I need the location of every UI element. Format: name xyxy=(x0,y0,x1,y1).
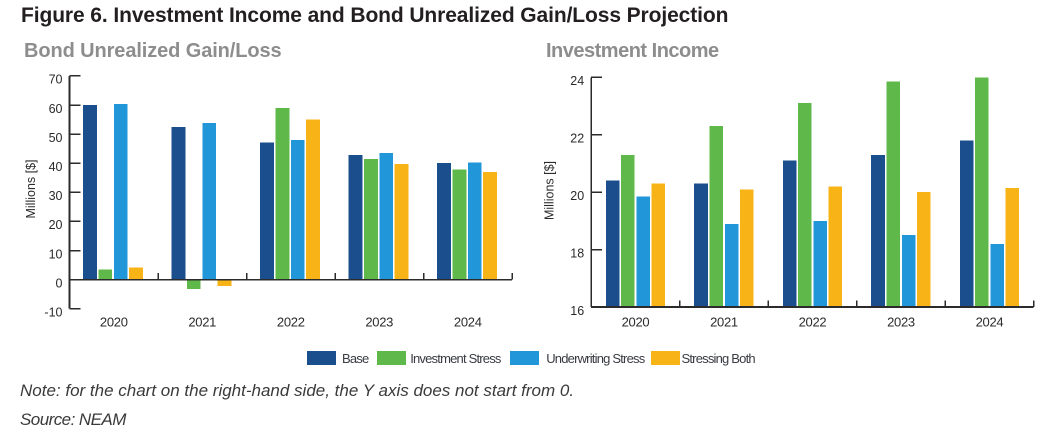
svg-text:2020: 2020 xyxy=(100,315,128,330)
svg-text:24: 24 xyxy=(570,74,584,88)
svg-text:2022: 2022 xyxy=(277,315,305,330)
svg-text:40: 40 xyxy=(49,160,63,174)
svg-text:70: 70 xyxy=(49,73,63,87)
svg-text:50: 50 xyxy=(49,131,63,145)
svg-text:-10: -10 xyxy=(44,306,62,320)
svg-text:2022: 2022 xyxy=(799,315,827,330)
svg-text:2021: 2021 xyxy=(710,315,738,330)
svg-text:2023: 2023 xyxy=(887,315,915,330)
svg-text:0: 0 xyxy=(56,276,63,290)
svg-text:18: 18 xyxy=(570,246,584,260)
svg-text:2020: 2020 xyxy=(622,315,650,330)
svg-text:20: 20 xyxy=(570,189,584,203)
svg-text:2021: 2021 xyxy=(188,315,216,330)
svg-text:Millions [$]: Millions [$] xyxy=(543,161,557,220)
svg-text:16: 16 xyxy=(570,304,584,318)
svg-text:2023: 2023 xyxy=(365,315,393,330)
svg-text:30: 30 xyxy=(49,189,63,203)
svg-text:20: 20 xyxy=(49,218,63,232)
svg-text:10: 10 xyxy=(49,247,63,261)
svg-text:Millions [$]: Millions [$] xyxy=(24,159,38,218)
svg-text:2024: 2024 xyxy=(976,315,1004,330)
svg-text:22: 22 xyxy=(570,132,584,146)
svg-text:60: 60 xyxy=(49,102,63,116)
svg-text:2024: 2024 xyxy=(454,315,482,330)
